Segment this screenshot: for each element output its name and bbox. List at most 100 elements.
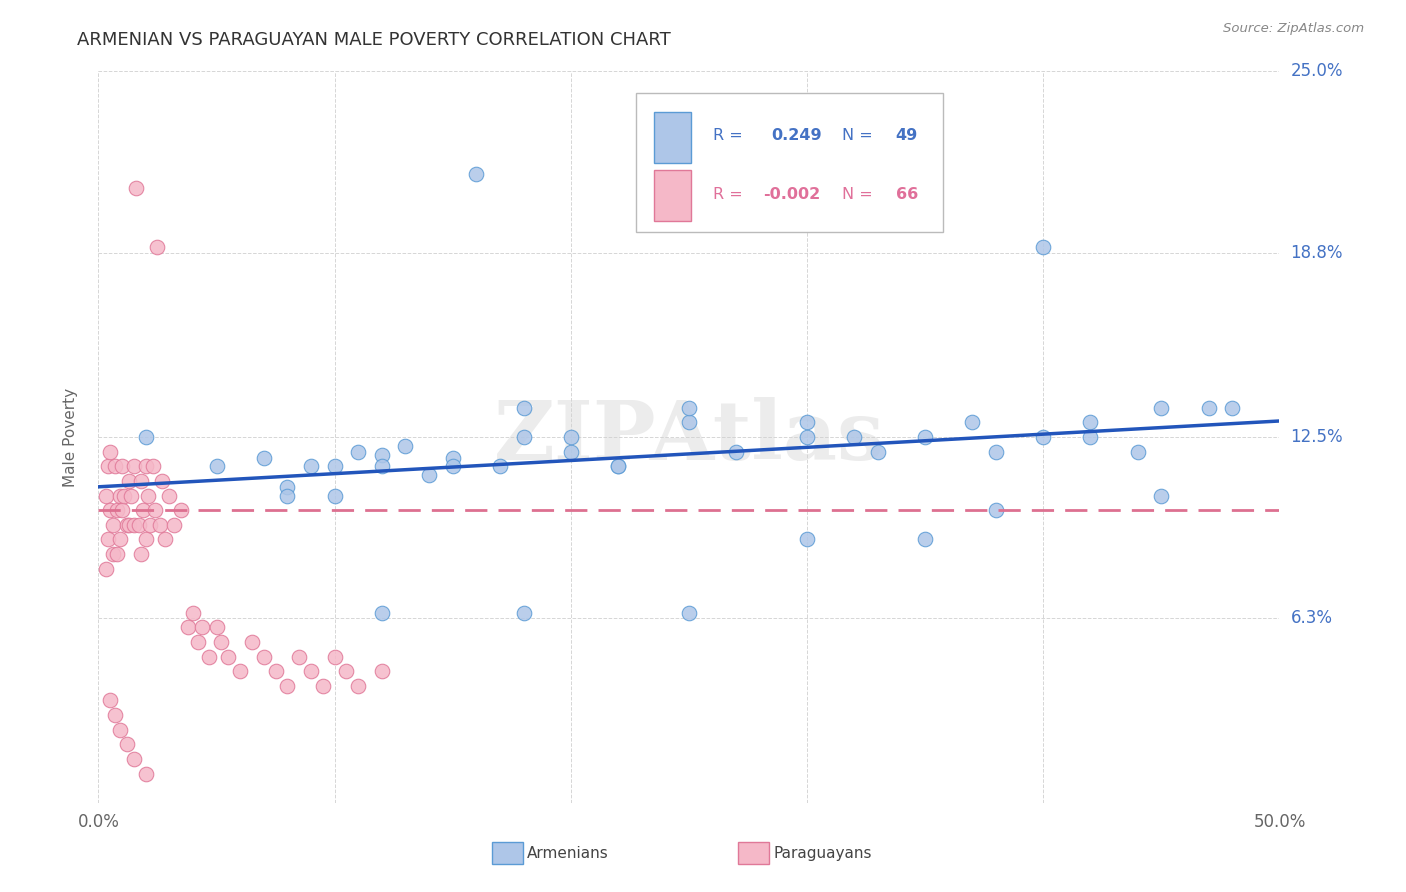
- Point: [198, 649, 221, 664]
- Point: [118, 474, 141, 488]
- Point: [441, 450, 464, 465]
- Point: [276, 489, 298, 503]
- Point: [335, 664, 357, 678]
- Point: [122, 517, 145, 532]
- Point: [512, 430, 534, 444]
- Point: [418, 468, 440, 483]
- Text: R =: R =: [713, 186, 742, 202]
- Point: [371, 606, 394, 620]
- Text: 49: 49: [896, 128, 918, 144]
- Point: [1150, 489, 1173, 503]
- Point: [139, 517, 162, 532]
- Point: [512, 606, 534, 620]
- Point: [135, 766, 157, 780]
- Point: [98, 444, 121, 458]
- FancyBboxPatch shape: [654, 112, 692, 163]
- Point: [125, 181, 148, 195]
- Point: [94, 489, 117, 503]
- Point: [441, 459, 464, 474]
- Point: [1126, 444, 1149, 458]
- Point: [748, 123, 770, 137]
- Point: [129, 547, 152, 561]
- Text: 25.0%: 25.0%: [1291, 62, 1343, 80]
- Point: [276, 480, 298, 494]
- Point: [253, 450, 276, 465]
- Point: [914, 533, 936, 547]
- Text: 12.5%: 12.5%: [1291, 428, 1343, 446]
- FancyBboxPatch shape: [654, 170, 692, 221]
- Point: [607, 459, 630, 474]
- Point: [150, 474, 173, 488]
- Text: 66: 66: [896, 186, 918, 202]
- Point: [984, 503, 1007, 517]
- Point: [135, 533, 157, 547]
- Y-axis label: Male Poverty: Male Poverty: [63, 387, 77, 487]
- Point: [323, 649, 346, 664]
- Point: [115, 517, 138, 532]
- Point: [347, 679, 370, 693]
- Point: [962, 416, 984, 430]
- Point: [844, 430, 866, 444]
- Point: [177, 620, 200, 634]
- Point: [465, 167, 488, 181]
- Point: [607, 459, 630, 474]
- Point: [276, 679, 298, 693]
- Text: Paraguayans: Paraguayans: [773, 847, 872, 861]
- Point: [678, 606, 700, 620]
- Point: [128, 517, 150, 532]
- Point: [371, 664, 394, 678]
- Point: [1080, 430, 1102, 444]
- Point: [253, 649, 276, 664]
- Point: [1080, 416, 1102, 430]
- Point: [118, 517, 141, 532]
- Point: [97, 533, 120, 547]
- Point: [725, 444, 748, 458]
- Point: [132, 503, 155, 517]
- Point: [112, 489, 135, 503]
- Point: [181, 606, 204, 620]
- Text: 6.3%: 6.3%: [1291, 609, 1333, 627]
- Point: [104, 708, 127, 723]
- Point: [98, 503, 121, 517]
- Point: [129, 474, 152, 488]
- Point: [796, 533, 818, 547]
- Point: [914, 430, 936, 444]
- Point: [108, 533, 131, 547]
- Point: [371, 459, 394, 474]
- Point: [347, 444, 370, 458]
- Text: N =: N =: [842, 186, 873, 202]
- Point: [1198, 401, 1220, 415]
- Point: [299, 459, 322, 474]
- Point: [135, 459, 157, 474]
- Point: [153, 533, 176, 547]
- Text: ZIPAtlas: ZIPAtlas: [494, 397, 884, 477]
- Point: [187, 635, 209, 649]
- Point: [105, 503, 128, 517]
- Point: [111, 503, 134, 517]
- Point: [323, 489, 346, 503]
- Point: [240, 635, 263, 649]
- Point: [143, 503, 166, 517]
- Point: [1150, 401, 1173, 415]
- Point: [135, 430, 157, 444]
- Point: [678, 401, 700, 415]
- Point: [288, 649, 311, 664]
- Point: [108, 489, 131, 503]
- Point: [108, 723, 131, 737]
- Text: Source: ZipAtlas.com: Source: ZipAtlas.com: [1223, 22, 1364, 36]
- Point: [122, 459, 145, 474]
- Point: [1220, 401, 1243, 415]
- Point: [191, 620, 214, 634]
- Point: [163, 517, 186, 532]
- FancyBboxPatch shape: [636, 94, 943, 232]
- Point: [98, 693, 121, 707]
- Point: [105, 547, 128, 561]
- Text: R =: R =: [713, 128, 742, 144]
- Point: [122, 752, 145, 766]
- Point: [205, 620, 228, 634]
- Point: [796, 430, 818, 444]
- Point: [101, 547, 124, 561]
- Point: [104, 459, 127, 474]
- Point: [678, 416, 700, 430]
- Point: [796, 416, 818, 430]
